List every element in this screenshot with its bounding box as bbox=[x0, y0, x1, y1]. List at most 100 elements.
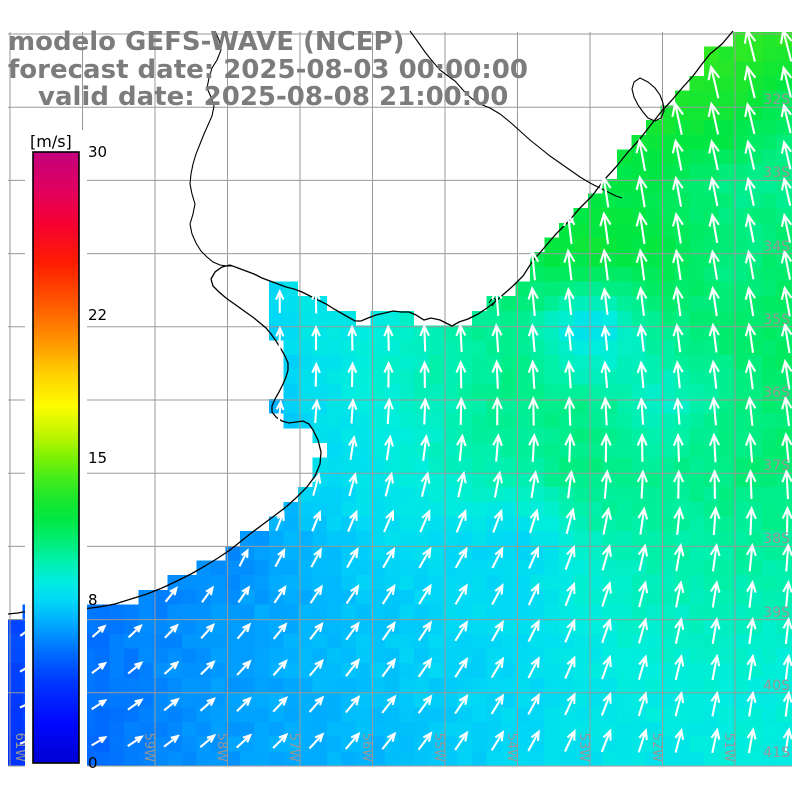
wave-direction-arrow bbox=[635, 211, 648, 245]
sea-cell bbox=[283, 310, 298, 326]
sea-cell bbox=[124, 751, 139, 766]
sea-cell bbox=[254, 751, 269, 766]
sea-cell bbox=[588, 736, 603, 752]
sea-cell bbox=[689, 340, 704, 355]
sea-cell bbox=[399, 648, 414, 664]
wave-direction-arrow bbox=[527, 582, 540, 606]
sea-cell bbox=[182, 619, 197, 634]
wave-direction-arrow bbox=[674, 690, 685, 717]
sea-cell bbox=[472, 648, 487, 664]
sea-cell bbox=[791, 531, 792, 546]
sea-cell bbox=[211, 692, 226, 708]
sea-cell bbox=[341, 633, 356, 649]
wave-direction-arrow bbox=[745, 395, 757, 426]
sea-cell bbox=[791, 663, 792, 678]
sea-cell bbox=[501, 369, 516, 385]
sea-cell bbox=[428, 545, 443, 561]
sea-cell bbox=[573, 707, 588, 722]
sea-cell bbox=[791, 722, 792, 737]
sea-cell bbox=[182, 589, 197, 605]
sea-cell bbox=[544, 545, 559, 561]
sea-cell bbox=[747, 164, 762, 179]
sea-cell bbox=[298, 545, 313, 561]
sea-cell bbox=[211, 722, 226, 737]
wave-direction-arrow bbox=[275, 399, 285, 423]
wave-direction-arrow bbox=[311, 288, 321, 314]
sea-cell bbox=[646, 472, 661, 488]
sea-cell bbox=[341, 648, 356, 664]
sea-cell bbox=[501, 589, 516, 605]
wave-direction-arrow bbox=[710, 616, 721, 644]
sea-cell bbox=[298, 692, 313, 708]
axis-labels-layer: 32S33S34S35S36S37S38S39S40S41S61W60W59W5… bbox=[12, 92, 790, 762]
sea-cell bbox=[225, 545, 240, 561]
sea-cell bbox=[428, 472, 443, 488]
sea-cell bbox=[675, 560, 690, 576]
sea-cell bbox=[298, 604, 313, 620]
sea-cell bbox=[443, 516, 458, 532]
sea-cell bbox=[385, 487, 400, 502]
sea-cell bbox=[515, 399, 530, 414]
sea-cell bbox=[399, 369, 414, 385]
sea-cell bbox=[428, 369, 443, 385]
sea-cell bbox=[762, 413, 777, 429]
sea-cell bbox=[791, 76, 792, 91]
sea-cell bbox=[486, 619, 501, 634]
wave-direction-arrow bbox=[744, 249, 756, 280]
sea-cell bbox=[747, 751, 762, 766]
sea-cell bbox=[95, 677, 110, 693]
sea-cell bbox=[689, 663, 704, 678]
sea-cell bbox=[501, 325, 516, 341]
sea-cell bbox=[689, 472, 704, 488]
sea-cell bbox=[501, 545, 516, 561]
sea-cell bbox=[385, 457, 400, 473]
sea-cell bbox=[428, 604, 443, 620]
sea-cell bbox=[646, 501, 661, 517]
sea-cell bbox=[660, 369, 675, 385]
wave-direction-arrow bbox=[672, 432, 684, 462]
sea-cell bbox=[501, 501, 516, 517]
sea-cell bbox=[370, 707, 385, 722]
wave-direction-arrow bbox=[746, 727, 757, 754]
sea-cell bbox=[762, 32, 777, 47]
sea-cell bbox=[327, 531, 342, 546]
sea-cell bbox=[153, 648, 168, 664]
sea-cell bbox=[689, 310, 704, 326]
sea-cell bbox=[762, 193, 777, 209]
wave-direction-arrow bbox=[418, 546, 432, 569]
wave-direction-arrow bbox=[236, 622, 252, 640]
sea-cell bbox=[443, 355, 458, 370]
sea-cell bbox=[762, 340, 777, 355]
sea-cell bbox=[617, 516, 632, 532]
wave-direction-arrow bbox=[599, 211, 612, 245]
sea-cell bbox=[689, 589, 704, 605]
wave-direction-arrow bbox=[600, 469, 612, 499]
sea-cell bbox=[298, 575, 313, 590]
sea-cell bbox=[153, 633, 168, 649]
sea-cell bbox=[370, 736, 385, 752]
sea-cell bbox=[472, 472, 487, 488]
sea-cell bbox=[283, 560, 298, 576]
sea-cell bbox=[646, 340, 661, 355]
sea-cell bbox=[472, 428, 487, 444]
sea-cell bbox=[733, 604, 748, 620]
wave-direction-arrow bbox=[710, 653, 721, 681]
wave-direction-arrow bbox=[417, 657, 433, 678]
wave-direction-arrow bbox=[345, 695, 361, 714]
wave-direction-arrow bbox=[163, 660, 180, 675]
sea-cell bbox=[689, 619, 704, 634]
sea-cell bbox=[196, 604, 211, 620]
sea-cell bbox=[689, 457, 704, 473]
sea-cell bbox=[385, 648, 400, 664]
wave-direction-arrow bbox=[492, 508, 503, 533]
wave-direction-arrow bbox=[272, 622, 288, 640]
sea-cell bbox=[617, 281, 632, 297]
sea-cell bbox=[704, 707, 719, 722]
sea-cell bbox=[472, 736, 487, 752]
sea-cell bbox=[733, 164, 748, 179]
sea-cell bbox=[646, 751, 661, 766]
sea-cell bbox=[762, 501, 777, 517]
wave-direction-arrow bbox=[455, 359, 467, 389]
sea-cell bbox=[472, 516, 487, 532]
wave-direction-arrow bbox=[345, 621, 360, 641]
